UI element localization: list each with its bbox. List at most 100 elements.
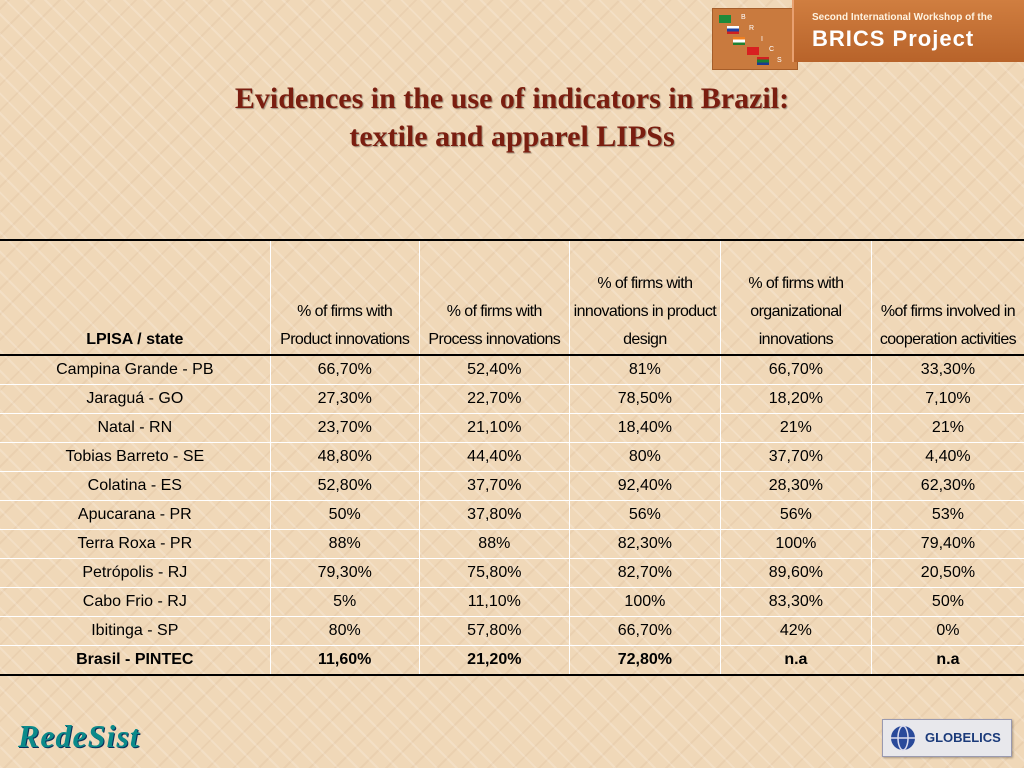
- flag-letter: R: [749, 25, 755, 32]
- cell-organizational: 21%: [719, 413, 872, 443]
- cell-product: 88%: [269, 529, 420, 559]
- row-state: Colatina - ES: [0, 471, 271, 501]
- workshop-banner: B R I C S Second International Workshop …: [712, 0, 1024, 70]
- cell-process: 57,80%: [418, 616, 570, 646]
- header-lpisa-state: LPISA / state: [0, 239, 271, 356]
- cell-product: 50%: [269, 500, 420, 530]
- header-product-design-innovations: % of firms with innovations in product d…: [568, 239, 721, 356]
- flag-south-africa-icon: [757, 57, 769, 65]
- cell-product: 5%: [269, 587, 420, 617]
- cell-design: 66,70%: [568, 616, 721, 646]
- cell-cooperation: 62,30%: [870, 471, 1024, 501]
- globelics-logo: GLOBELICS: [882, 719, 1012, 757]
- row-state: Ibitinga - SP: [0, 616, 271, 646]
- brics-flags-logo: B R I C S: [712, 8, 798, 70]
- table-row: Jaraguá - GO 27,30% 22,70% 78,50% 18,20%…: [0, 384, 1024, 414]
- table-row: Ibitinga - SP 80% 57,80% 66,70% 42% 0%: [0, 616, 1024, 646]
- banner-text-panel: Second International Workshop of the BRI…: [792, 0, 1024, 62]
- cell-product: 27,30%: [269, 384, 420, 414]
- table-row: Terra Roxa - PR 88% 88% 82,30% 100% 79,4…: [0, 529, 1024, 559]
- cell-product: 11,60%: [269, 645, 420, 676]
- cell-process: 21,20%: [418, 645, 570, 676]
- flag-letter: I: [761, 36, 763, 43]
- cell-organizational: 89,60%: [719, 558, 872, 588]
- cell-design: 78,50%: [568, 384, 721, 414]
- flag-letter: B: [741, 14, 746, 21]
- table-row: Cabo Frio - RJ 5% 11,10% 100% 83,30% 50%: [0, 587, 1024, 617]
- table-row: Natal - RN 23,70% 21,10% 18,40% 21% 21%: [0, 413, 1024, 443]
- cell-design: 81%: [568, 355, 721, 385]
- cell-design: 92,40%: [568, 471, 721, 501]
- cell-organizational: n.a: [719, 645, 872, 676]
- cell-design: 72,80%: [568, 645, 721, 676]
- row-state: Apucarana - PR: [0, 500, 271, 530]
- cell-product: 23,70%: [269, 413, 420, 443]
- table-row: Petrópolis - RJ 79,30% 75,80% 82,70% 89,…: [0, 558, 1024, 588]
- innovation-indicators-table: LPISA / state % of firms with Product in…: [0, 239, 1024, 676]
- cell-cooperation: 7,10%: [870, 384, 1024, 414]
- cell-organizational: 56%: [719, 500, 872, 530]
- table-row: Tobias Barreto - SE 48,80% 44,40% 80% 37…: [0, 442, 1024, 472]
- table-row: Apucarana - PR 50% 37,80% 56% 56% 53%: [0, 500, 1024, 530]
- cell-process: 37,70%: [418, 471, 570, 501]
- cell-cooperation: 0%: [870, 616, 1024, 646]
- flag-brazil-icon: [719, 15, 731, 23]
- cell-design: 82,70%: [568, 558, 721, 588]
- cell-process: 21,10%: [418, 413, 570, 443]
- redesist-logo: RedeSist: [18, 718, 140, 754]
- cell-organizational: 18,20%: [719, 384, 872, 414]
- cell-cooperation: 50%: [870, 587, 1024, 617]
- flag-russia-icon: [727, 26, 739, 34]
- header-organizational-innovations: % of firms with organizational innovatio…: [719, 239, 872, 356]
- row-state: Petrópolis - RJ: [0, 558, 271, 588]
- cell-process: 11,10%: [418, 587, 570, 617]
- cell-product: 52,80%: [269, 471, 420, 501]
- cell-cooperation: 21%: [870, 413, 1024, 443]
- cell-cooperation: n.a: [870, 645, 1024, 676]
- cell-process: 52,40%: [418, 355, 570, 385]
- flag-letter: S: [777, 57, 782, 64]
- cell-process: 37,80%: [418, 500, 570, 530]
- header-process-innovations: % of firms with Process innovations: [418, 239, 570, 356]
- cell-design: 100%: [568, 587, 721, 617]
- slide-title-line1: Evidences in the use of indicators in Br…: [234, 82, 790, 115]
- cell-design: 82,30%: [568, 529, 721, 559]
- header-product-innovations: % of firms with Product innovations: [269, 239, 420, 356]
- header-cooperation-activities: %of firms involved in cooperation activi…: [870, 239, 1024, 356]
- cell-cooperation: 79,40%: [870, 529, 1024, 559]
- cell-organizational: 66,70%: [719, 355, 872, 385]
- cell-cooperation: 33,30%: [870, 355, 1024, 385]
- row-state: Terra Roxa - PR: [0, 529, 271, 559]
- row-state: Natal - RN: [0, 413, 271, 443]
- cell-design: 56%: [568, 500, 721, 530]
- globelics-logo-text: GLOBELICS: [925, 730, 1001, 745]
- cell-design: 18,40%: [568, 413, 721, 443]
- table-row: Campina Grande - PB 66,70% 52,40% 81% 66…: [0, 355, 1024, 385]
- cell-cooperation: 4,40%: [870, 442, 1024, 472]
- flag-india-icon: [733, 37, 745, 45]
- cell-product: 79,30%: [269, 558, 420, 588]
- row-state: Campina Grande - PB: [0, 355, 271, 385]
- cell-process: 22,70%: [418, 384, 570, 414]
- cell-process: 88%: [418, 529, 570, 559]
- banner-title: BRICS Project: [812, 26, 975, 51]
- flag-china-icon: [747, 47, 759, 55]
- cell-organizational: 100%: [719, 529, 872, 559]
- table-row: Colatina - ES 52,80% 37,70% 92,40% 28,30…: [0, 471, 1024, 501]
- table-header-row: LPISA / state % of firms with Product in…: [0, 239, 1024, 356]
- cell-product: 80%: [269, 616, 420, 646]
- globe-icon: [891, 725, 915, 751]
- cell-process: 75,80%: [418, 558, 570, 588]
- cell-design: 80%: [568, 442, 721, 472]
- banner-subtitle: Second International Workshop of the: [812, 12, 993, 23]
- slide-title-line2: textile and apparel LIPSs: [349, 120, 675, 153]
- cell-organizational: 42%: [719, 616, 872, 646]
- slide-title: Evidences in the use of indicators in Br…: [0, 80, 1024, 156]
- cell-cooperation: 53%: [870, 500, 1024, 530]
- cell-cooperation: 20,50%: [870, 558, 1024, 588]
- row-state: Brasil - PINTEC: [0, 645, 271, 676]
- cell-organizational: 83,30%: [719, 587, 872, 617]
- cell-product: 48,80%: [269, 442, 420, 472]
- flag-letter: C: [769, 46, 775, 53]
- cell-product: 66,70%: [269, 355, 420, 385]
